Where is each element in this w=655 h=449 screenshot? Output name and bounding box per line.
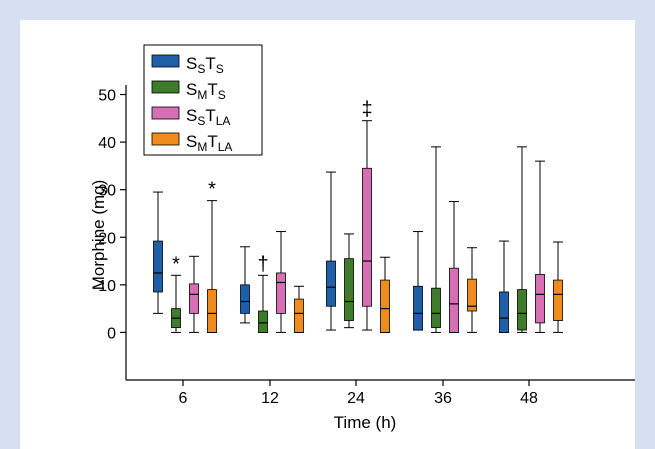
box-iqr — [362, 167, 372, 307]
box-iqr — [207, 289, 217, 333]
y-tick-label: 30 — [98, 183, 116, 200]
legend-label: SSTS — [186, 54, 224, 76]
box-iqr — [431, 287, 441, 329]
box-iqr — [467, 278, 477, 312]
box-SMTS-36 — [431, 146, 441, 333]
y-tick-label: 50 — [98, 88, 116, 105]
box-iqr — [517, 289, 527, 331]
significance-marker: * — [208, 179, 216, 201]
legend-label: SSTLA — [186, 106, 230, 128]
box-SMTLA-36 — [467, 247, 477, 333]
box-iqr — [380, 279, 390, 333]
chart-panel: 0 10 20 30 40 50 6 12 24 36 48 * † ‡ * SSTS SMTS SSTLA S… — [20, 20, 635, 449]
box-iqr — [258, 310, 268, 333]
box-iqr — [326, 260, 336, 307]
legend-label: SMTS — [186, 80, 226, 102]
box-iqr — [449, 267, 459, 333]
legend-swatch — [151, 80, 180, 94]
box-SSTLA-36 — [449, 201, 459, 333]
box-SSTLA-48 — [535, 160, 545, 333]
box-SMTLA-6: * — [207, 179, 217, 333]
y-tick-label: 0 — [107, 325, 116, 342]
box-iqr — [499, 291, 509, 333]
significance-marker: ‡ — [361, 99, 372, 121]
x-tick-label: 6 — [179, 390, 188, 407]
legend-swatch — [151, 132, 180, 146]
x-tick-label: 24 — [347, 390, 365, 407]
box-iqr — [535, 273, 545, 324]
y-tick-label: 20 — [98, 230, 116, 247]
y-tick-label: 40 — [98, 135, 116, 152]
box-SSTLA-24: ‡ — [361, 99, 373, 331]
box-iqr — [276, 272, 286, 314]
legend-label: SMTLA — [186, 132, 232, 154]
box-SMTS-6: * — [171, 253, 181, 333]
box-iqr — [189, 283, 199, 314]
box-SMTS-48 — [517, 146, 527, 333]
box-iqr — [553, 279, 563, 321]
box-SSTS-24 — [326, 171, 336, 331]
legend-swatch — [151, 106, 180, 120]
x-tick-label: 36 — [434, 390, 452, 407]
y-tick-label: 10 — [98, 278, 116, 295]
box-SSTS-36 — [413, 231, 423, 331]
box-SMTS-12: † — [257, 253, 269, 333]
boxplot-chart: 0 10 20 30 40 50 6 12 24 36 48 * † ‡ * SSTS SMTS SSTLA S… — [89, 44, 635, 432]
box-SMTS-24 — [344, 233, 354, 329]
y-axis-title: Morphine (mg) — [89, 180, 108, 291]
box-SMTLA-12 — [294, 285, 304, 333]
box-SMTLA-24 — [380, 256, 390, 333]
x-tick-label: 48 — [520, 390, 538, 407]
box-SMTLA-48 — [553, 241, 563, 333]
box-SSTS-48 — [499, 240, 509, 333]
box-iqr — [294, 298, 304, 333]
x-tick-label: 12 — [261, 390, 279, 407]
box-iqr — [344, 258, 354, 321]
box-SSTLA-12 — [276, 231, 286, 333]
box-SSTS-12 — [240, 246, 250, 324]
box-SSTS-6 — [153, 191, 163, 314]
box-SSTLA-6 — [189, 255, 199, 333]
x-axis-title: Time (h) — [334, 413, 397, 432]
legend-swatch — [151, 54, 180, 68]
significance-marker: * — [172, 253, 180, 275]
significance-marker: † — [257, 253, 268, 275]
box-iqr — [240, 284, 250, 314]
box-iqr — [413, 285, 423, 331]
box-iqr — [153, 240, 163, 293]
